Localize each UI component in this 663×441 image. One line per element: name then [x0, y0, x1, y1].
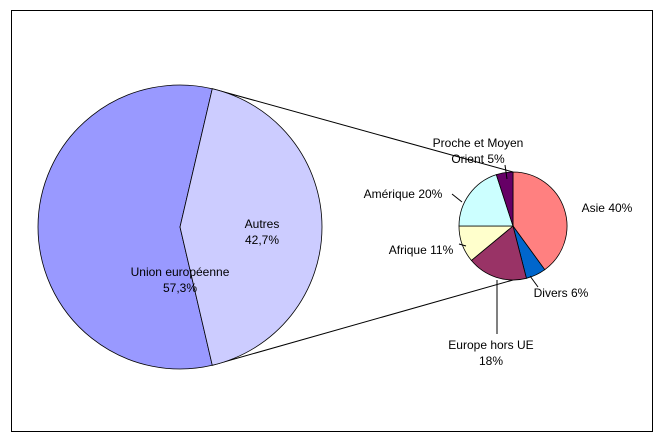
pie-slice	[37, 84, 213, 370]
pie-slice	[458, 174, 514, 227]
leader-line	[458, 243, 467, 247]
connector-line	[212, 279, 514, 366]
leader-line	[451, 193, 463, 203]
slice-label: Union européenne 57,3%	[115, 264, 245, 296]
pie-slice	[470, 225, 527, 281]
slice-category: Asie	[581, 201, 605, 215]
slice-value: 5%	[487, 152, 505, 166]
slice-category: Europe hors UE	[448, 338, 534, 352]
slice-label: Divers 6%	[521, 285, 601, 301]
slice-label: Afrique 11%	[376, 242, 466, 258]
slice-value: 20%	[418, 187, 443, 201]
pie-slice	[512, 171, 568, 271]
slice-label: Autres 42,7%	[232, 216, 292, 248]
slice-category: Proche et Moyen Orient	[432, 136, 524, 166]
slice-category: Amérique	[363, 187, 415, 201]
slice-value: 42,7%	[244, 233, 280, 247]
slice-value: 57,3%	[162, 281, 198, 295]
slice-category: Union européenne	[130, 265, 230, 279]
slice-label: Amérique 20%	[353, 186, 453, 202]
slice-label: Asie 40%	[562, 200, 652, 216]
slice-category: Afrique	[388, 243, 427, 257]
slice-value: 11%	[430, 243, 454, 257]
leader-line	[529, 275, 539, 288]
slice-category: Divers	[533, 286, 568, 300]
slice-value: 6%	[571, 286, 589, 300]
slice-value: 40%	[608, 201, 633, 215]
leader-line	[504, 164, 508, 180]
pie-slice	[179, 88, 323, 366]
slice-label: Proche et Moyen Orient 5%	[422, 135, 534, 167]
slice-value: 18%	[478, 354, 504, 368]
pie-slice	[495, 171, 514, 227]
connector-line	[212, 88, 514, 173]
slice-label: Europe hors UE 18%	[436, 337, 546, 369]
slice-category: Autres	[244, 217, 280, 231]
